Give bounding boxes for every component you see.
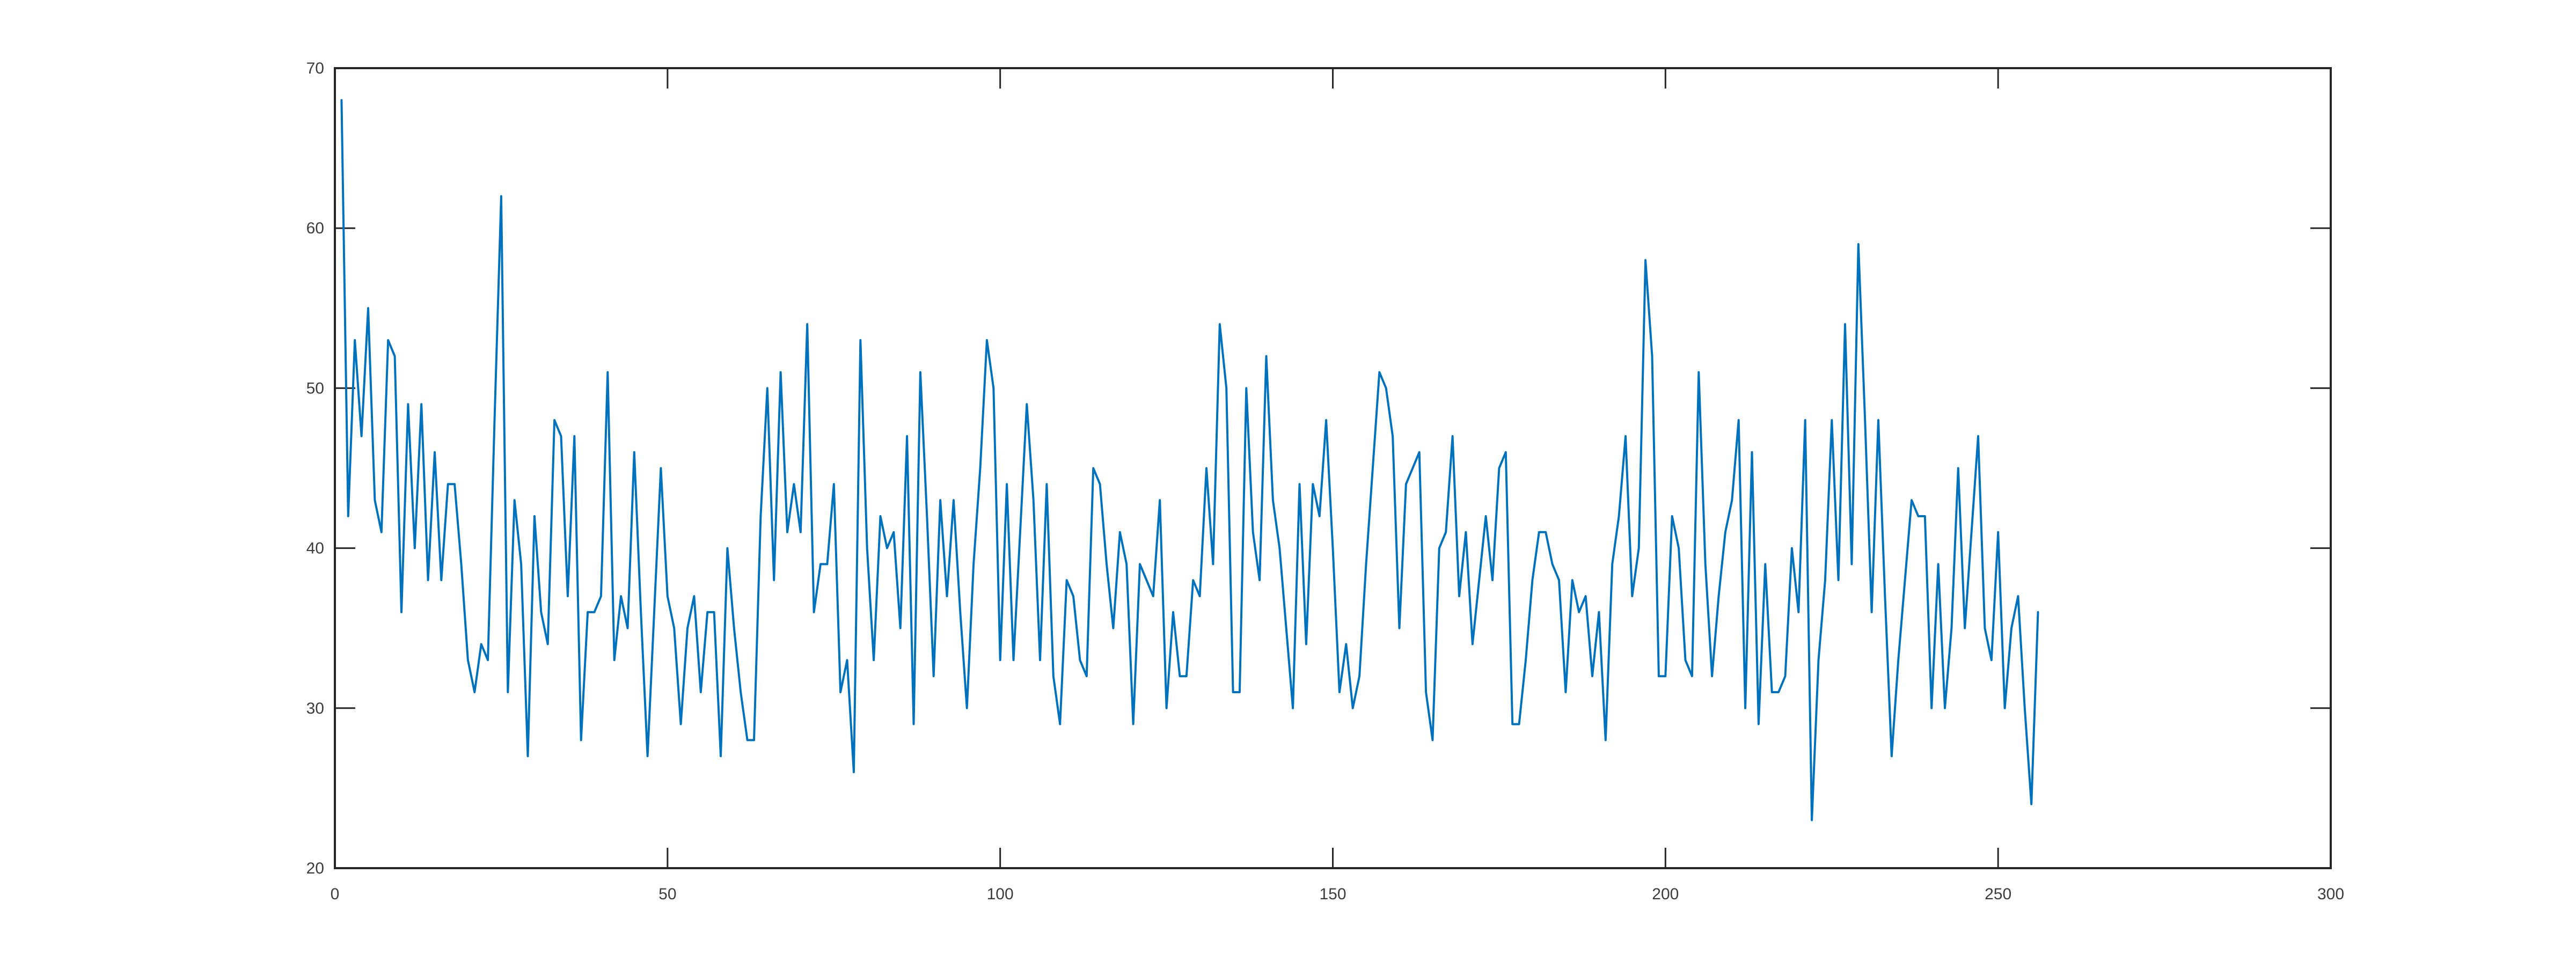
y-axis-tick-labels: 20 30 40 50 60 70 [306, 60, 324, 877]
x-tick-label: 150 [1319, 885, 1346, 903]
x-tick-label: 200 [1652, 885, 1679, 903]
x-tick-label: 0 [331, 885, 340, 903]
y-tick-label: 70 [306, 60, 324, 77]
x-axis-tick-labels: 0 50 100 150 200 250 300 [331, 885, 2344, 903]
x-tick-label: 50 [658, 885, 676, 903]
data-series-line [340, 99, 2039, 821]
data-series [340, 99, 2039, 821]
y-tick-label: 60 [306, 219, 324, 237]
x-tick-label: 250 [1985, 885, 2011, 903]
y-tick-label: 30 [306, 700, 324, 717]
y-tick-label: 20 [306, 860, 324, 877]
y-tick-label: 50 [306, 379, 324, 397]
x-tick-label: 300 [2317, 885, 2344, 903]
y-tick-label: 40 [306, 540, 324, 557]
x-tick-label: 100 [987, 885, 1014, 903]
